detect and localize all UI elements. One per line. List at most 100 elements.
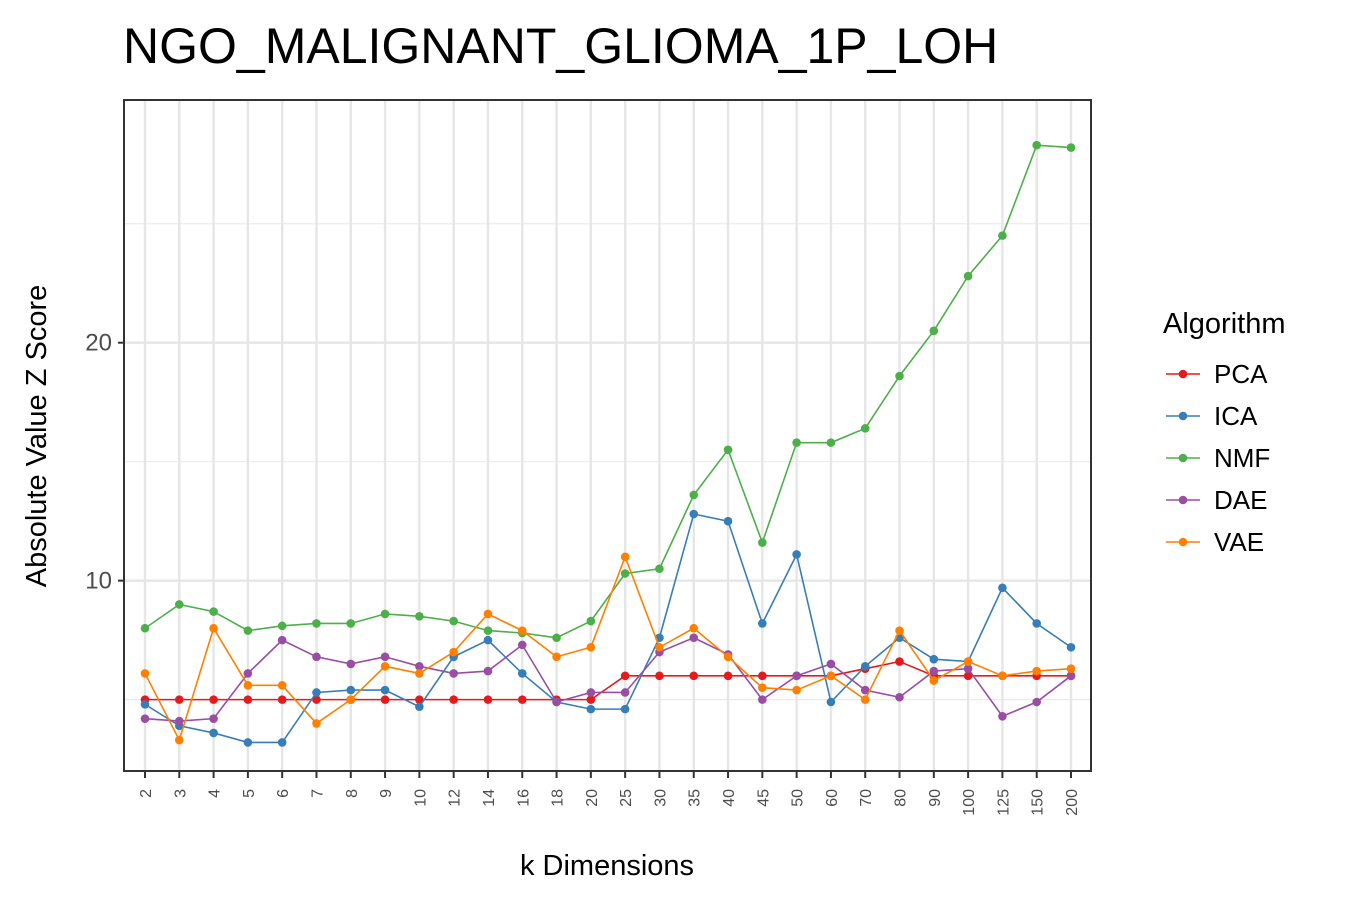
data-point-nmf [174, 600, 184, 609]
data-point-pca [758, 671, 767, 681]
legend-title: Algorithm [1163, 308, 1286, 340]
data-point-nmf [620, 569, 630, 578]
data-point-pca [380, 695, 390, 704]
x-tick-label: 30 [652, 789, 669, 807]
y-tick-label: 10 [85, 568, 112, 595]
x-axis: 2 3 4 5 6 7 8 9 10 12 14 16 18 20 25 30 35 40 45 50 60 70 80 90… [138, 771, 1081, 816]
data-point-ica [620, 704, 630, 714]
data-point-vae [689, 623, 699, 633]
data-point-nmf [895, 371, 904, 381]
data-point-pca [312, 695, 321, 704]
data-point-pca [655, 671, 664, 681]
data-point-dae [1066, 671, 1076, 681]
data-point-dae [929, 666, 939, 676]
data-point-ica [277, 738, 287, 747]
data-point-vae [758, 683, 767, 693]
data-point-nmf [723, 445, 733, 455]
data-point-nmf [1032, 140, 1042, 150]
series-line-dae [144, 636, 1072, 722]
data-point-dae [792, 671, 801, 681]
data-point-dae [483, 666, 493, 676]
data-point-ica [758, 619, 767, 628]
x-tick-label: 9 [378, 789, 395, 798]
data-point-pca [723, 671, 733, 681]
data-point-nmf [758, 538, 767, 547]
data-point-dae [998, 711, 1007, 721]
data-point-vae [380, 662, 390, 671]
series-line-pca [145, 660, 1071, 701]
data-point-pca [277, 695, 287, 704]
x-tick-label: 125 [995, 789, 1012, 816]
x-tick-label: 50 [790, 789, 807, 807]
x-tick-label: 10 [412, 789, 429, 807]
panel-border [123, 99, 1092, 772]
data-point-vae [895, 626, 904, 635]
legend-key-point-nmf [1178, 453, 1188, 463]
data-point-nmf [346, 619, 356, 628]
x-tick-label: 70 [858, 789, 875, 807]
data-point-nmf [655, 564, 664, 574]
data-point-vae [998, 671, 1007, 681]
data-point-vae [483, 609, 493, 619]
data-point-nmf [449, 616, 458, 626]
data-point-ica [929, 654, 939, 664]
data-point-vae [792, 685, 801, 695]
legend-key-point-vae [1178, 537, 1188, 547]
legend-key-point-dae [1178, 495, 1188, 505]
legend-label-nmf: NMF [1214, 443, 1270, 473]
y-tick-label: 20 [85, 330, 112, 357]
legend-label-pca: PCA [1214, 359, 1268, 389]
x-tick-label: 3 [172, 789, 189, 798]
x-tick-label: 8 [344, 789, 361, 798]
data-point-dae [586, 688, 596, 697]
series-line-nmf [144, 144, 1072, 639]
data-point-vae [243, 681, 253, 690]
data-point-vae [346, 695, 356, 704]
data-point-vae [723, 652, 733, 662]
data-point-dae [963, 664, 973, 673]
data-point-dae [449, 669, 458, 678]
series-line-vae [144, 554, 1072, 743]
data-point-nmf [586, 616, 596, 626]
legend-label-dae: DAE [1214, 485, 1267, 515]
data-point-vae [620, 552, 630, 562]
data-point-nmf [689, 490, 699, 500]
series-layer [140, 140, 1076, 747]
data-point-dae [1032, 697, 1042, 707]
data-point-vae [963, 657, 973, 666]
x-tick-label: 60 [824, 789, 841, 807]
data-point-dae [415, 662, 424, 671]
data-point-dae [243, 669, 253, 678]
data-point-pca [963, 671, 973, 681]
data-point-vae [140, 669, 150, 678]
data-point-ica [243, 738, 253, 747]
data-point-ica [312, 688, 321, 697]
data-point-dae [895, 692, 904, 702]
y-axis: 10 20 [85, 330, 124, 595]
x-tick-label: 200 [1064, 789, 1081, 816]
data-point-ica [998, 583, 1007, 593]
data-point-pca [689, 671, 699, 681]
data-point-nmf [277, 621, 287, 631]
data-point-vae [586, 642, 596, 652]
legend-key-point-pca [1178, 369, 1188, 379]
x-tick-label: 12 [447, 789, 464, 807]
data-point-dae [620, 688, 630, 697]
data-point-vae [1066, 664, 1076, 673]
data-point-dae [277, 635, 287, 645]
data-point-ica [1066, 642, 1076, 652]
data-point-ica [860, 662, 870, 671]
data-point-pca [209, 695, 218, 704]
data-point-vae [209, 623, 218, 633]
data-point-vae [415, 669, 424, 678]
data-point-nmf [860, 424, 870, 433]
data-point-vae [860, 695, 870, 704]
data-point-pca [586, 695, 596, 704]
data-point-vae [552, 652, 561, 662]
data-point-ica [517, 669, 527, 678]
x-tick-label: 5 [241, 789, 258, 798]
data-point-ica [723, 516, 733, 526]
x-tick-label: 20 [584, 789, 601, 807]
data-point-ica [415, 702, 424, 712]
